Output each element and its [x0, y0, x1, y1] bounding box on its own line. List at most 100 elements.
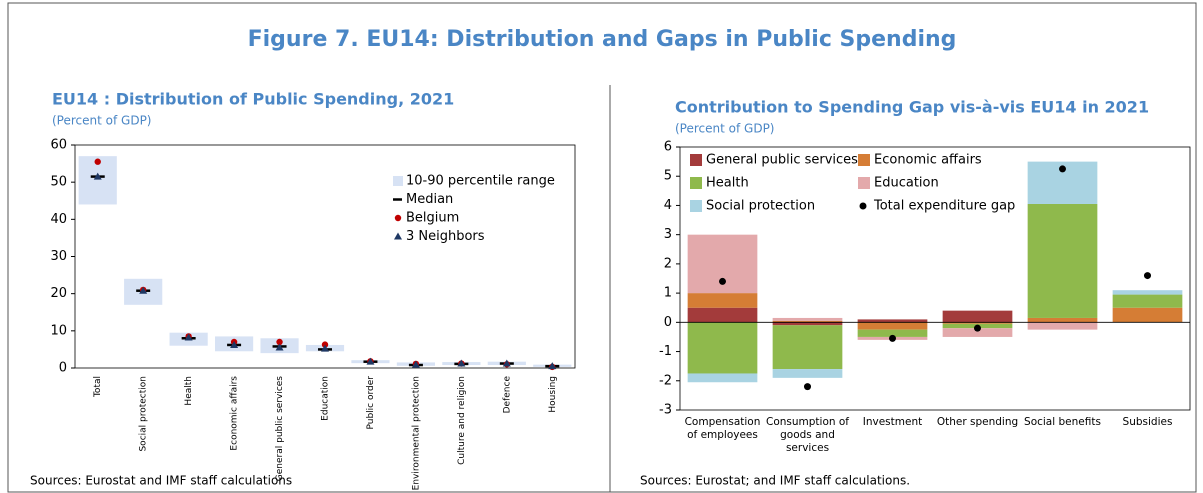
x-tick-label: Subsidies [1122, 416, 1173, 428]
neighbors-marker [321, 344, 329, 352]
x-tick-label: Culture and religion [457, 376, 467, 465]
legend-swatch [690, 200, 702, 212]
neighbors-marker [93, 172, 102, 180]
neighbors-marker [230, 340, 239, 348]
x-tick-label: Public order [366, 376, 376, 430]
bar-segment [942, 310, 1013, 323]
x-label-box: Investment [863, 416, 922, 428]
total-dot [804, 383, 811, 391]
y-tick-label: 3 [664, 227, 672, 242]
bar-segment [772, 320, 843, 323]
x-tick-label: Other spending [936, 416, 1019, 428]
neighbors-marker [457, 359, 466, 367]
y-tick-label: -3 [659, 403, 672, 418]
source-note: Sources: Eurostat; and IMF staff calcula… [640, 474, 910, 488]
total-dot [889, 334, 896, 342]
y-tick-label: 30 [50, 249, 67, 264]
legend-label: General public services [706, 153, 858, 168]
neighbors-marker [184, 333, 193, 341]
x-label-box: Compensation of employees [684, 416, 761, 441]
legend-swatch [858, 177, 870, 189]
bar-segment [687, 307, 758, 323]
y-tick-label: 5 [664, 169, 672, 184]
x-tick-label: Housing [548, 376, 558, 413]
total-dot [1144, 272, 1151, 280]
neighbors-marker [366, 357, 375, 365]
y-tick-label: 0 [59, 361, 67, 376]
total-dot [974, 324, 981, 332]
belgium-marker [276, 338, 283, 346]
bar-segment [687, 293, 758, 308]
y-tick-label: 40 [50, 212, 67, 227]
legend-swatch [394, 232, 402, 240]
y-tick-label: 1 [664, 286, 672, 301]
marks [78, 156, 572, 371]
bar-segment [772, 317, 843, 321]
neighbors-marker [139, 286, 148, 294]
bar-segment [772, 322, 843, 326]
legend-label: Economic affairs [874, 153, 982, 168]
bar-segment [772, 369, 843, 378]
bar-segment [1027, 317, 1098, 323]
legend-label: Belgium [406, 211, 459, 226]
x-tick-label: Compensation of employees [684, 416, 761, 441]
plot-area [679, 146, 1191, 411]
chart-subtitle: (Percent of GDP) [675, 122, 775, 136]
y-tick-label: 4 [664, 198, 672, 213]
y-tick-label: 20 [50, 286, 67, 301]
legend-label: Social protection [706, 199, 815, 214]
total-dot [1059, 165, 1066, 173]
bar-segment [772, 325, 843, 370]
bar-segment [687, 373, 758, 383]
neighbors-marker [548, 362, 557, 370]
legend-label: Median [406, 192, 453, 207]
y-tick-label: -1 [659, 344, 672, 359]
x-tick-label: Environmental protection [411, 376, 421, 490]
total-dot [719, 277, 726, 285]
figure-title: Figure 7. EU14: Distribution and Gaps in… [248, 27, 957, 52]
y-tick-label: 2 [664, 256, 672, 271]
bar-segment [857, 322, 928, 330]
legend-label: 3 Neighbors [406, 229, 485, 244]
legend-swatch [690, 177, 702, 189]
y-tick-label: 0 [664, 315, 672, 330]
x-label-box: Other spending [936, 416, 1019, 428]
chart-title: EU14 : Distribution of Public Spending, … [52, 90, 454, 109]
x-tick-label: Economic affairs [230, 376, 240, 451]
bar-segment [942, 322, 1013, 324]
legend-swatch [690, 154, 702, 166]
bar-segment [687, 322, 758, 374]
legend-label: Education [874, 176, 939, 191]
legend-label: Health [706, 176, 749, 191]
bar-segment [1112, 290, 1183, 295]
source-note: Sources: Eurostat and IMF staff calculat… [30, 474, 292, 488]
legend-label: Total expenditure gap [873, 199, 1015, 214]
x-label-box: Consumption of goods and services [765, 416, 849, 454]
x-tick-label: Consumption of goods and services [765, 416, 849, 454]
x-tick-label: Defence [502, 376, 512, 414]
y-tick-label: 50 [50, 175, 67, 190]
bar-segment [1027, 203, 1098, 318]
bar-segment [1112, 294, 1183, 308]
x-tick-label: General public services [275, 376, 285, 482]
legend-swatch [858, 154, 870, 166]
x-tick-label: Social protection [139, 376, 149, 452]
bar-segment [857, 319, 928, 323]
marks [687, 161, 1183, 391]
chart-title: Contribution to Spending Gap vis-à-vis E… [675, 98, 1149, 117]
legend-swatch [859, 202, 867, 210]
bar-segment [942, 328, 1013, 337]
y-tick-label: 6 [664, 140, 672, 155]
chart-subtitle: (Percent of GDP) [52, 114, 152, 128]
x-tick-label: Health [184, 376, 194, 406]
x-tick-label: Social benefits [1024, 416, 1101, 428]
bar-segment [857, 329, 928, 337]
legend-swatch [394, 214, 402, 222]
bar-segment [1027, 322, 1098, 330]
neighbors-marker [411, 360, 420, 368]
legend-swatch [393, 176, 403, 186]
belgium-marker [94, 158, 101, 165]
frame [7, 2, 1197, 493]
bar-segment [1112, 307, 1183, 323]
